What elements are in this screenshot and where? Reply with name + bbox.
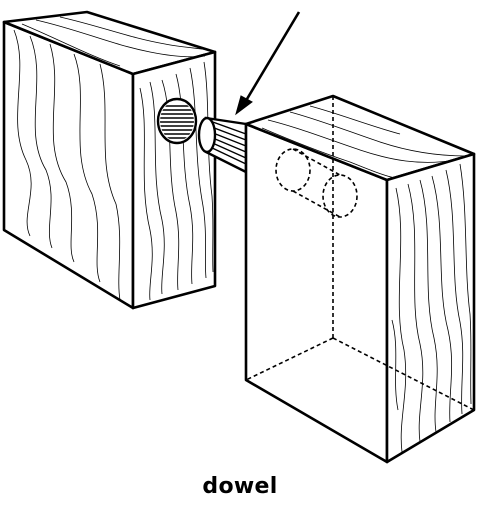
left-block-end-face	[131, 50, 217, 310]
dowel-end	[197, 116, 217, 154]
right-block-side-face	[385, 152, 476, 464]
right-side-grain	[391, 163, 472, 453]
right-block-hidden-hole	[275, 148, 358, 218]
left-block-dowel-hole	[156, 97, 198, 145]
arrowhead-icon	[235, 95, 253, 116]
pointer-arrow	[235, 11, 301, 116]
left-top-grain	[21, 16, 211, 67]
left-front-grain	[13, 29, 121, 301]
right-wood-block	[244, 94, 476, 464]
right-block-hidden-edges	[245, 96, 475, 411]
right-top-grain	[261, 105, 467, 179]
dowel-label: dowel	[202, 474, 278, 499]
right-block-front-face	[244, 122, 389, 464]
left-wood-block	[2, 10, 217, 310]
